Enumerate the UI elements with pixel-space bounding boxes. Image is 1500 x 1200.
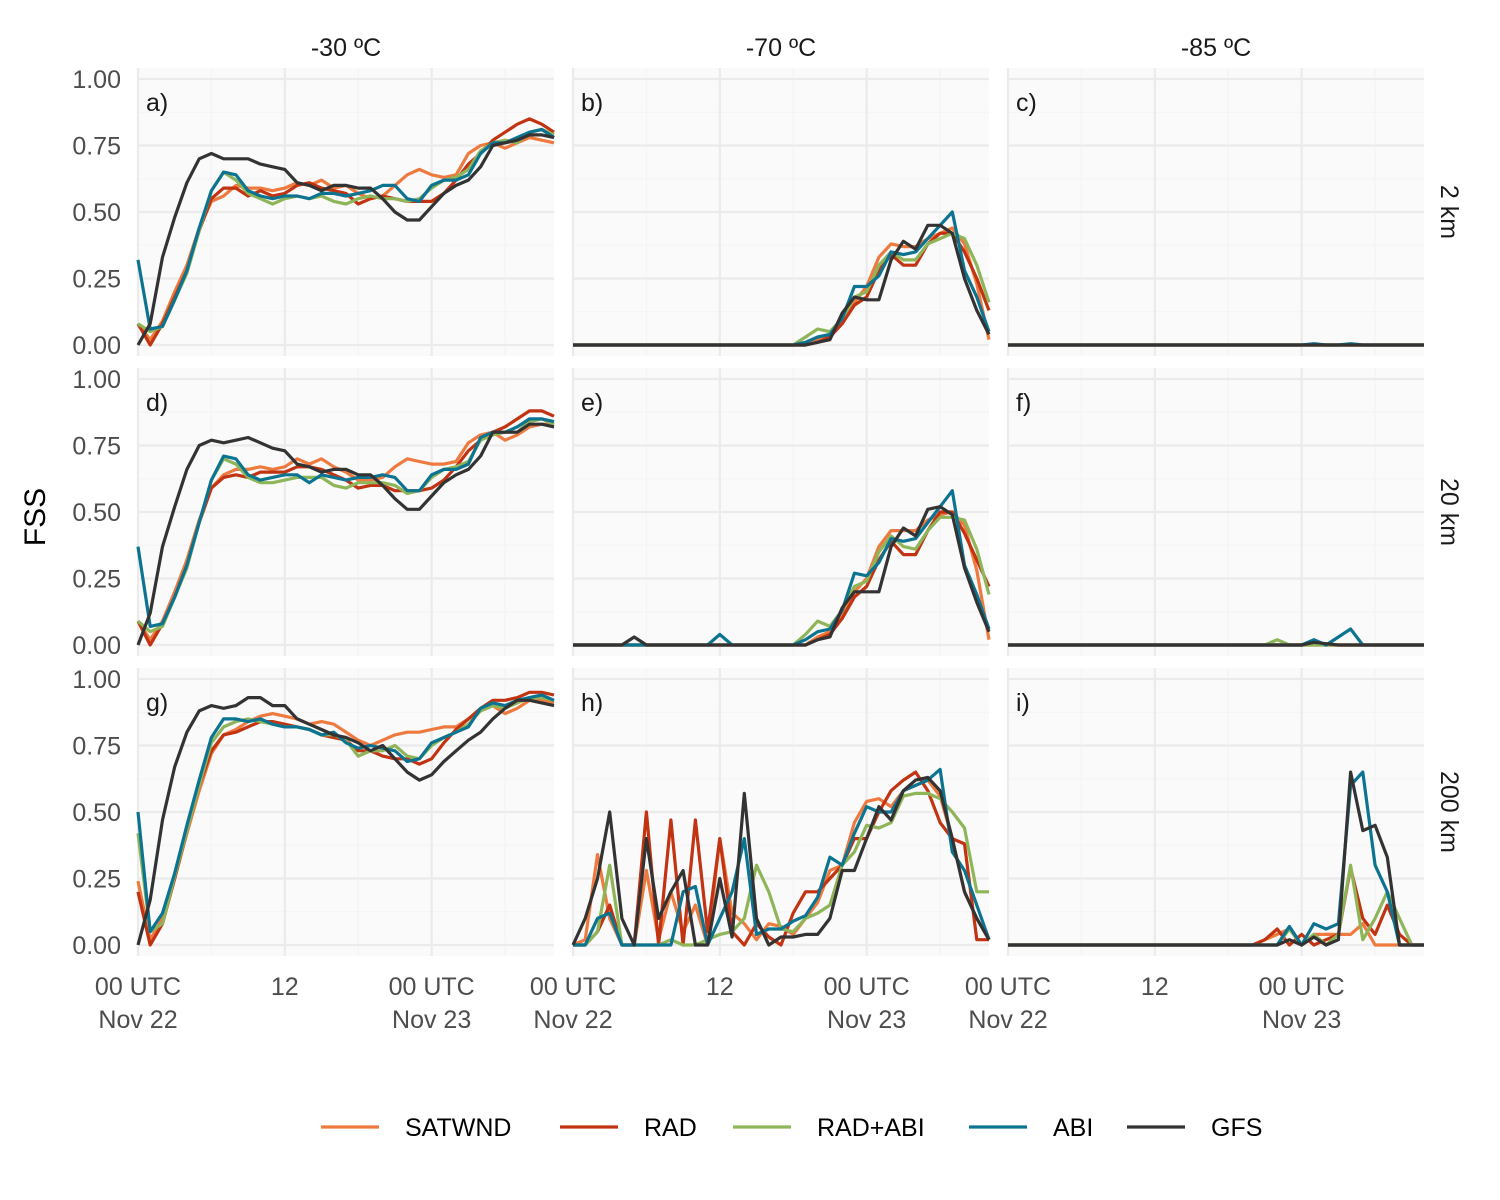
legend-label: RAD+ABI: [817, 1114, 925, 1142]
x-tick-label: 12: [706, 973, 734, 1001]
legend-item-gfs: GFS: [1127, 1114, 1262, 1142]
panel-tag: c): [1016, 89, 1037, 117]
y-tick-label: 0.50: [72, 199, 121, 227]
x-tick-date-label: Nov 22: [98, 1006, 177, 1034]
y-tick-label: 0.00: [72, 332, 121, 360]
legend-label: GFS: [1211, 1114, 1262, 1142]
x-tick-label: 00 UTC: [95, 973, 181, 1001]
y-tick-label: 0.75: [72, 733, 121, 761]
y-tick-label: 0.75: [72, 433, 121, 461]
y-tick-label: 0.25: [72, 266, 121, 294]
panel-c: c): [1006, 68, 1424, 356]
x-tick-date-label: Nov 23: [392, 1006, 471, 1034]
x-tick-label: 00 UTC: [530, 973, 616, 1001]
series-line-abi: [136, 693, 555, 934]
panel-a: a): [136, 68, 555, 356]
legend-item-rad: RAD: [560, 1114, 697, 1142]
panel-tag: d): [146, 389, 168, 417]
y-tick-label: 1.00: [72, 366, 121, 394]
x-tick-date-label: Nov 23: [1262, 1006, 1341, 1034]
panel-i: i): [1006, 668, 1424, 956]
panel-f: f): [1006, 368, 1424, 656]
y-tick-label: 0.25: [72, 866, 121, 894]
legend-label: ABI: [1053, 1114, 1093, 1142]
series-line-abi: [136, 127, 555, 331]
series-line-gfs: [573, 505, 991, 647]
legend-item-satwnd: SATWND: [321, 1114, 511, 1142]
x-tick-label: 00 UTC: [965, 973, 1051, 1001]
y-tick-label: 0.75: [72, 133, 121, 161]
row-strip-label: 20 km: [1435, 478, 1463, 546]
x-tick-label: 00 UTC: [389, 973, 475, 1001]
panel-b: b): [571, 68, 991, 356]
series-line-gfs: [136, 422, 555, 646]
panel-h: h): [571, 668, 991, 956]
column-strip-label: -85 ºC: [1181, 34, 1251, 62]
series-line-gfs: [1008, 640, 1424, 647]
column-strip-label: -70 ºC: [746, 34, 816, 62]
y-tick-label: 0.25: [72, 566, 121, 594]
x-tick-date-label: Nov 22: [968, 1006, 1047, 1034]
panel-tag: g): [146, 689, 168, 717]
series-line-abi: [573, 767, 991, 947]
panel-e: e): [571, 368, 991, 656]
y-tick-label: 1.00: [72, 666, 121, 694]
panel-tag: a): [146, 89, 168, 117]
y-tick-label: 0.00: [72, 632, 121, 660]
column-strip-label: -30 ºC: [311, 34, 381, 62]
panel-d: d): [136, 368, 555, 656]
row-strip-label: 200 km: [1435, 771, 1463, 853]
panel-tag: e): [581, 389, 603, 417]
y-tick-label: 0.50: [72, 799, 121, 827]
series-line-abi: [136, 417, 555, 629]
panel-tag: f): [1016, 389, 1031, 417]
series-line-gfs: [573, 223, 991, 347]
series-line-gfs: [571, 775, 991, 947]
legend-item-rad-plus-abi: RAD+ABI: [733, 1114, 925, 1142]
x-tick-label: 00 UTC: [824, 973, 910, 1001]
row-strip-label: 2 km: [1435, 185, 1463, 239]
legend-item-abi: ABI: [969, 1114, 1093, 1142]
panel-tag: h): [581, 689, 603, 717]
legend-label: RAD: [644, 1114, 697, 1142]
x-tick-label: 12: [1141, 973, 1169, 1001]
y-tick-label: 0.00: [72, 932, 121, 960]
x-tick-label: 12: [271, 973, 299, 1001]
legend-label: SATWND: [405, 1114, 511, 1142]
y-axis-title: FSS: [19, 488, 52, 546]
series-line-gfs: [136, 133, 555, 346]
series-line-gfs: [1008, 770, 1424, 947]
x-tick-date-label: Nov 23: [827, 1006, 906, 1034]
x-tick-label: 00 UTC: [1259, 973, 1345, 1001]
y-tick-label: 0.50: [72, 499, 121, 527]
series-line-gfs: [136, 695, 555, 946]
panel-tag: i): [1016, 689, 1030, 717]
panel-tag: b): [581, 89, 603, 117]
y-tick-label: 1.00: [72, 66, 121, 94]
x-tick-date-label: Nov 22: [533, 1006, 612, 1034]
panel-g: g): [136, 668, 555, 956]
